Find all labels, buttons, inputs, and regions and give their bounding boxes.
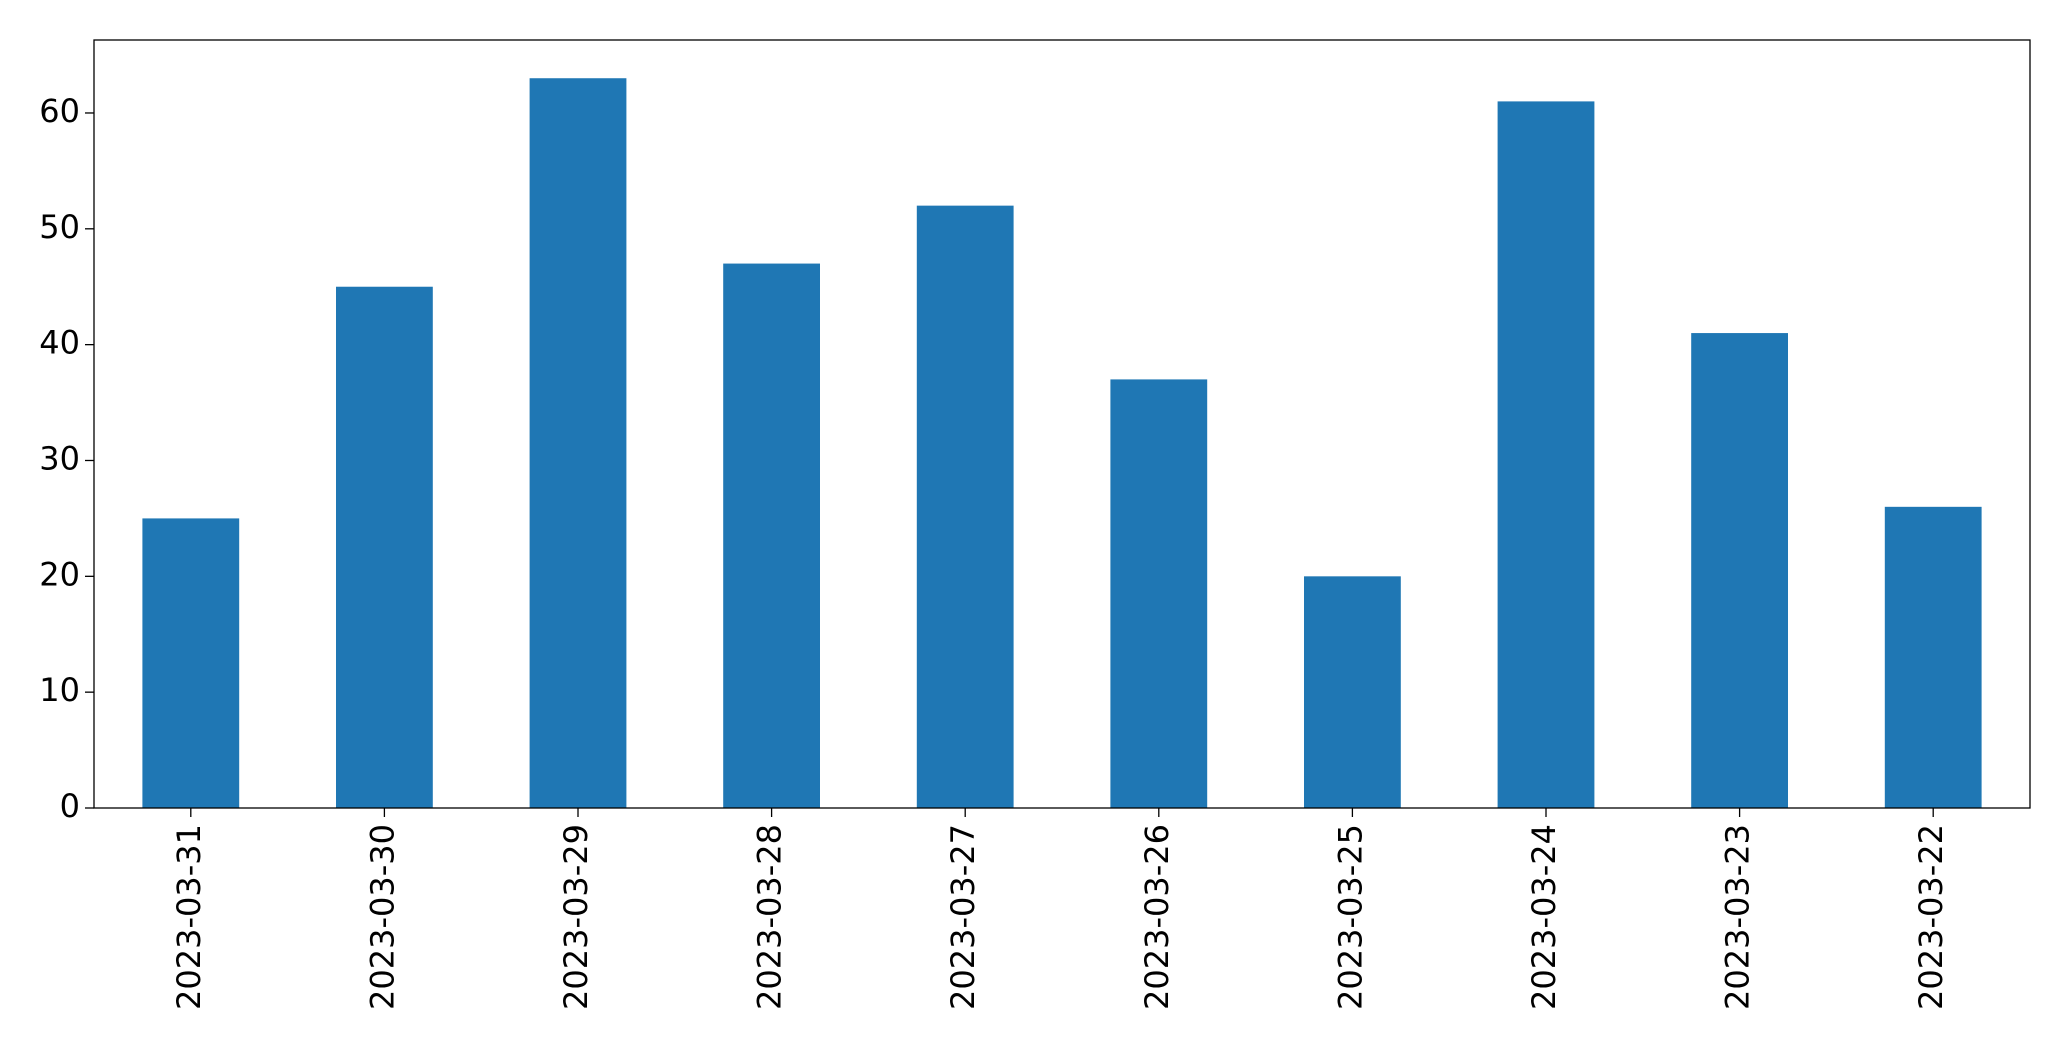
bar bbox=[916, 205, 1014, 808]
x-tick-label: 2023-03-28 bbox=[751, 824, 789, 1010]
bar bbox=[1884, 506, 1982, 808]
bar bbox=[1110, 379, 1208, 808]
x-tick-label: 2023-03-27 bbox=[944, 824, 982, 1010]
x-tick-label: 2023-03-30 bbox=[363, 824, 401, 1010]
y-tick-label: 50 bbox=[39, 208, 80, 246]
x-tick-label: 2023-03-22 bbox=[1912, 824, 1950, 1010]
y-tick-label: 60 bbox=[39, 92, 80, 130]
y-tick-label: 10 bbox=[39, 671, 80, 709]
bar bbox=[142, 518, 240, 808]
y-tick-label: 20 bbox=[39, 555, 80, 593]
bar bbox=[336, 286, 433, 808]
bar bbox=[723, 263, 820, 808]
x-tick-label: 2023-03-24 bbox=[1525, 824, 1563, 1010]
y-tick-label: 40 bbox=[39, 324, 80, 362]
x-tick-label: 2023-03-31 bbox=[170, 824, 208, 1010]
bar bbox=[1304, 576, 1401, 808]
bar bbox=[1691, 333, 1788, 808]
y-tick-label: 0 bbox=[60, 787, 80, 825]
bar bbox=[1497, 101, 1595, 808]
plot-frame bbox=[93, 39, 2031, 809]
x-tick-label: 2023-03-25 bbox=[1331, 824, 1369, 1010]
bar bbox=[529, 78, 627, 808]
y-tick-label: 30 bbox=[39, 439, 80, 477]
x-tick-label: 2023-03-26 bbox=[1138, 824, 1176, 1010]
x-tick-label: 2023-03-29 bbox=[557, 824, 595, 1010]
x-tick-label: 2023-03-23 bbox=[1719, 824, 1757, 1010]
